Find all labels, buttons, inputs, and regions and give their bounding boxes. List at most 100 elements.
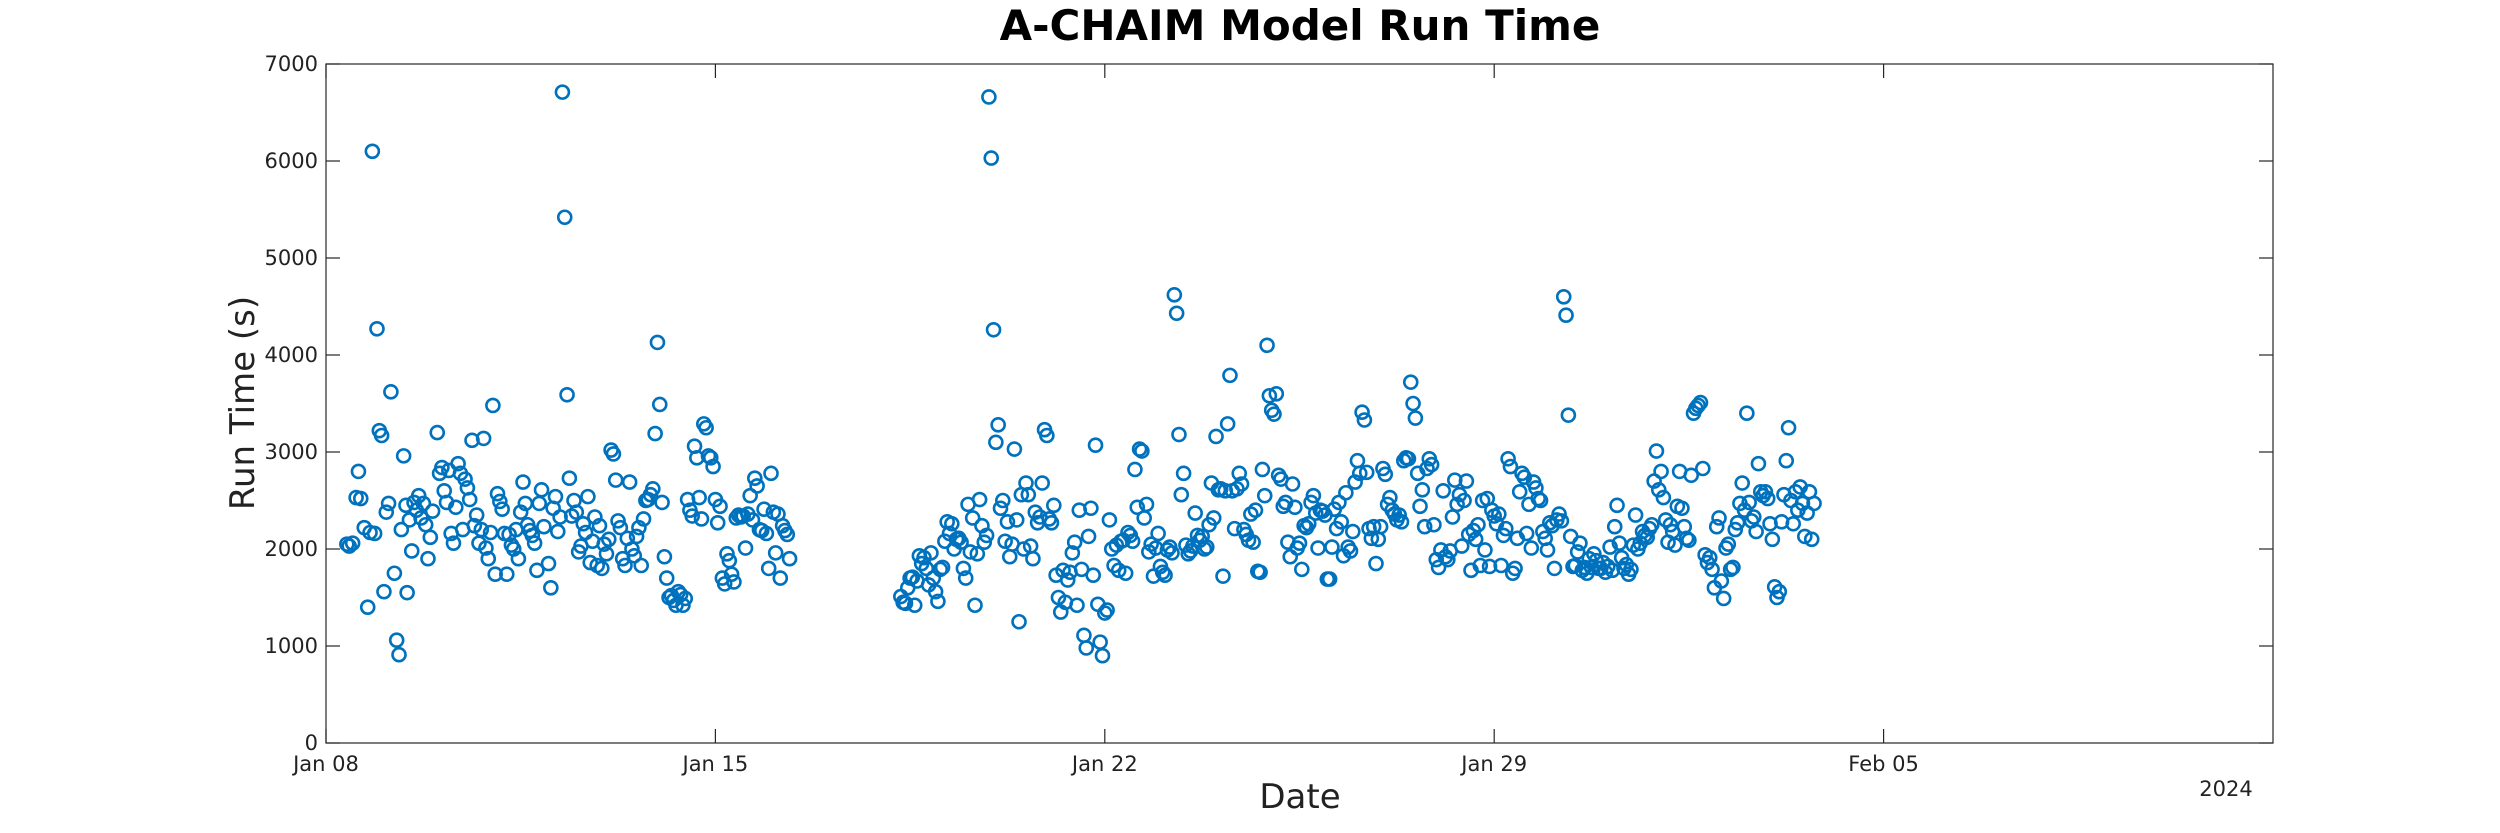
data-point [1039,427,1055,444]
data-point [1131,441,1148,457]
data-point [607,472,624,488]
data-point [359,599,376,616]
data-point [352,490,369,507]
data-point [726,574,742,590]
data-point [1667,537,1683,553]
data-point [1015,541,1032,557]
data-point [350,463,367,480]
data-point [985,321,1002,338]
data-point [633,557,650,574]
data-point [1572,535,1588,551]
data-point [487,566,504,583]
data-point [556,209,573,226]
data-point [1530,490,1547,507]
x-axis: Jan 08 Jan 15 Jan 22 Jan 29 Feb 05 [291,64,1919,776]
data-point [1284,476,1301,492]
data-point [1623,561,1639,578]
data-point [1180,546,1197,562]
data-point [957,570,974,586]
data-point [529,562,545,579]
data-point [605,446,622,462]
data-point [1219,416,1236,432]
data-point [1734,475,1751,491]
data-point [677,590,694,607]
data-point [1011,613,1027,630]
data-point [1690,397,1706,414]
data-point [526,535,543,551]
data-point [1324,539,1340,555]
data-point [1171,426,1187,443]
data-point [1008,512,1025,528]
data-point [1120,524,1136,541]
data-point [1725,559,1741,576]
data-point [962,544,979,560]
data-point [698,419,714,436]
data-point [552,509,568,525]
data-point [1606,518,1623,535]
y-tick-label: 4000 [265,343,318,367]
data-point [1092,634,1108,650]
data-point [480,550,497,567]
data-point [1166,287,1183,303]
data-point [772,570,789,586]
data-point [1127,461,1143,478]
data-point [594,560,610,577]
data-point [1129,499,1146,516]
data-point [1287,499,1303,516]
data-point [1198,539,1215,555]
data-point [1757,483,1774,500]
data-point [760,560,777,577]
data-point [617,557,633,574]
data-point [1402,374,1419,390]
y-tick-label: 2000 [265,537,318,561]
data-point [461,491,478,508]
data-point [1704,561,1720,578]
data-point [1405,395,1421,412]
data-point [1618,556,1635,573]
data-point [536,518,552,535]
data-point [577,524,594,541]
data-point [1491,506,1507,522]
data-point [621,474,638,490]
data-point [656,548,673,565]
data-point [1175,465,1192,482]
data-point [580,488,596,505]
data-point [531,495,548,512]
data-point [598,546,615,562]
data-point [1025,550,1041,567]
data-point [749,478,765,494]
data-point [1027,504,1044,520]
data-point [1766,579,1783,595]
data-point [1393,514,1410,530]
data-point [344,535,361,551]
data-point [498,566,515,583]
data-point [587,509,603,525]
data-point [403,543,420,559]
data-point [1650,482,1667,498]
data-point [1532,492,1549,509]
data-point [549,523,566,540]
data-point [475,430,492,447]
x-tick-label: Jan 22 [1070,752,1138,776]
data-point [1746,509,1762,525]
x-tick-label: Jan 15 [681,752,749,776]
y-tick-label: 5000 [265,246,318,270]
data-point [1099,602,1115,618]
data-point [1653,463,1669,480]
data-point [1310,540,1326,556]
data-point [1555,288,1572,305]
data-point [1511,483,1528,500]
data-point [944,515,960,532]
data-point [1803,531,1820,548]
data-point [596,536,612,552]
data-point [1351,465,1368,482]
data-point [1644,516,1660,533]
x-tick-label: Feb 05 [1848,752,1919,776]
data-point [1046,497,1062,514]
data-point [932,561,949,578]
data-point [395,448,412,464]
data-point [1655,489,1672,506]
data-point [1377,466,1394,483]
data-point [1502,458,1519,475]
data-point [1338,484,1354,501]
